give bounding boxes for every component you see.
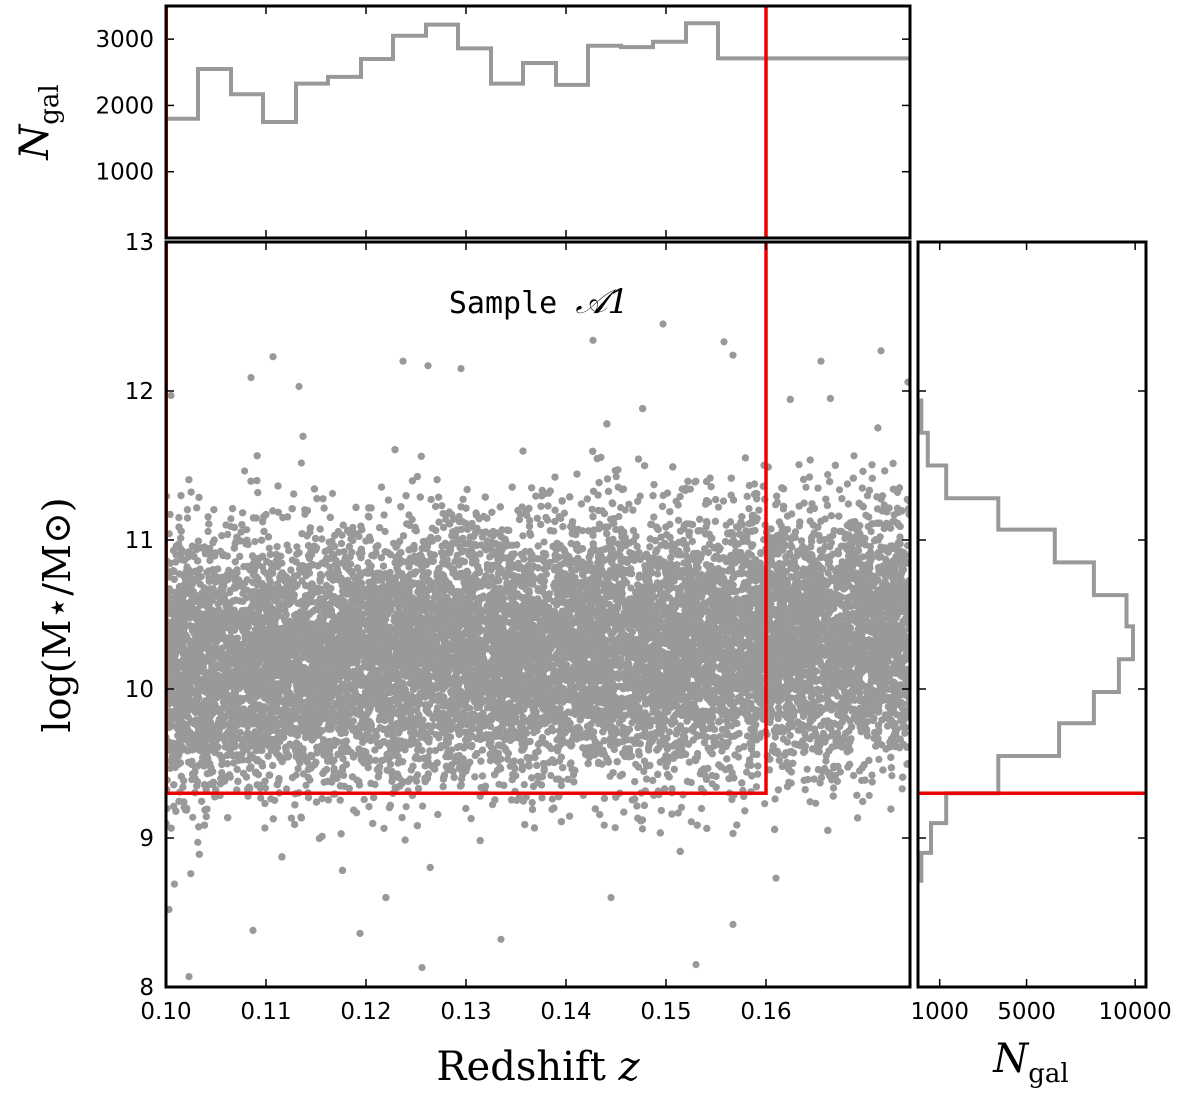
scatter-points: [166, 320, 910, 981]
scatter-point: [439, 509, 447, 518]
top-histogram-y-axis-label: Ngal: [12, 84, 65, 160]
scatter-point: [687, 818, 695, 826]
top-histogram-y-tick-labels: 1000 2000 3000: [95, 27, 154, 186]
scatter-point: [611, 824, 619, 832]
scatter-point: [194, 838, 202, 846]
scatter-point: [302, 781, 310, 789]
scatter-point: [397, 548, 405, 557]
top-histogram-y-axis-subscript: gal: [35, 84, 65, 124]
scatter-point: [519, 532, 527, 540]
scatter-point: [697, 785, 705, 793]
scatter-point: [203, 568, 211, 576]
scatter-point: [438, 502, 446, 510]
scatter-point: [621, 506, 629, 514]
scatter-point: [875, 755, 883, 764]
scatter-point: [888, 772, 896, 780]
scatter-point: [625, 500, 633, 508]
scatter-point: [251, 538, 259, 546]
scatter-point: [170, 880, 178, 888]
top-histogram-steps: [166, 21, 910, 124]
top-histogram-frame: [164, 4, 912, 240]
scatter-point: [297, 459, 305, 467]
scatter-point: [402, 803, 410, 811]
scatter-point: [774, 715, 782, 723]
scatter-point: [638, 825, 647, 833]
scatter-point: [540, 538, 548, 546]
scatter-point: [419, 802, 427, 810]
scatter-point: [265, 544, 273, 552]
scatter-point: [803, 765, 811, 773]
scatter-point: [328, 489, 337, 498]
scatter-point: [743, 768, 751, 776]
scatter-point: [761, 800, 769, 808]
scatter-point: [868, 771, 876, 779]
scatter-point: [189, 813, 197, 821]
scatter-point: [241, 467, 249, 475]
scatter-point: [262, 784, 270, 792]
scatter-point: [824, 471, 832, 479]
scatter-point: [812, 799, 820, 807]
scatter-point: [293, 543, 301, 551]
scatter-point: [520, 781, 528, 789]
scatter-point: [414, 771, 422, 779]
scatter-point: [218, 769, 226, 777]
scatter-point: [567, 759, 575, 767]
top-histogram-panel: 1000 2000 3000 Ngal: [12, 4, 912, 240]
scatter-point: [771, 733, 779, 741]
scatter-point: [528, 799, 536, 807]
scatter-point: [227, 515, 235, 523]
scatter-point: [806, 798, 814, 806]
top-histogram-y-axis-symbol: N: [12, 123, 58, 161]
scatter-point: [714, 503, 723, 511]
scatter-point: [802, 483, 810, 491]
scatter-point: [600, 821, 608, 829]
scatter-point: [243, 526, 251, 534]
scatter-panel: 0.10 0.11 0.12 0.13 0.14 0.15 0.16 8910111213 …: [35, 230, 912, 1090]
scatter-point: [865, 791, 873, 800]
scatter-point: [883, 722, 892, 730]
scatter-point: [187, 870, 195, 878]
top-y-tick-label: 1000: [95, 160, 154, 186]
scatter-point: [218, 761, 226, 769]
scatter-point: [795, 461, 803, 469]
scatter-point: [294, 765, 302, 773]
top-y-tick-label: 2000: [95, 93, 154, 119]
scatter-point: [850, 452, 858, 460]
top-y-tick-label: 3000: [95, 27, 154, 53]
scatter-point: [835, 486, 844, 494]
scatter-point: [773, 498, 782, 506]
scatter-point: [612, 473, 620, 481]
